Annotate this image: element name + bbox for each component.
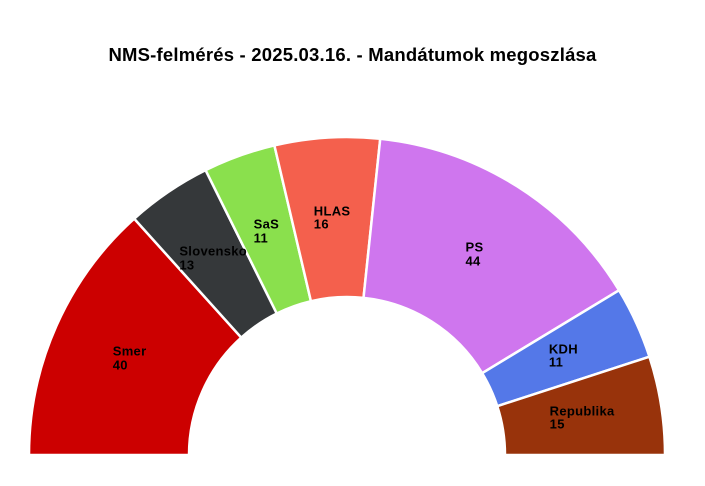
chart-title: NMS-felmérés - 2025.03.16. - Mandátumok …	[108, 44, 597, 65]
seat-segments-group	[27, 135, 667, 457]
segment-smer[interactable]	[27, 216, 244, 457]
segment-ps[interactable]	[362, 137, 621, 375]
segment-republika[interactable]	[495, 355, 667, 457]
